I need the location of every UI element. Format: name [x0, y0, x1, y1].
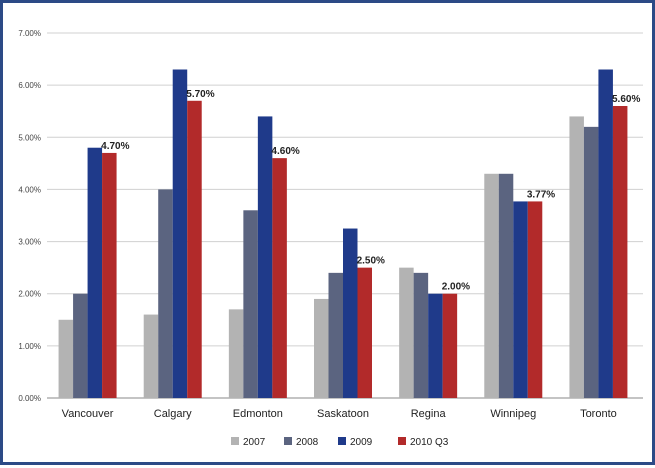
- bar: [272, 158, 287, 398]
- legend-label: 2008: [296, 437, 319, 448]
- legend-swatch: [284, 437, 292, 445]
- category-label: Regina: [411, 408, 447, 420]
- legend-swatch: [398, 437, 406, 445]
- category-label: Calgary: [154, 408, 192, 420]
- y-tick-label: 6.00%: [18, 81, 41, 90]
- y-tick-label: 5.00%: [18, 133, 41, 142]
- legend-label: 2009: [350, 437, 373, 448]
- bar: [187, 100, 202, 399]
- category-label: Saskatoon: [317, 408, 369, 420]
- data-label: 4.60%: [271, 146, 299, 157]
- bar: [399, 267, 414, 398]
- category-label: Toronto: [580, 408, 617, 420]
- bar: [612, 106, 628, 398]
- bar: [228, 309, 244, 398]
- bar-chart: 0.00% 1.00% 2.00% 3.00% 4.00% 5.00% 6.00% 7.00%…: [18, 29, 643, 448]
- bar: [257, 116, 273, 398]
- data-label: 4.70%: [101, 141, 129, 152]
- bar: [498, 173, 514, 398]
- data-label: 2.00%: [442, 282, 470, 293]
- bar: [314, 298, 329, 398]
- bar: [172, 69, 188, 398]
- y-tick-label: 7.00%: [18, 29, 41, 38]
- data-label: 3.77%: [527, 189, 555, 200]
- category-label: Winnipeg: [490, 408, 536, 420]
- legend-label: 2007: [243, 437, 266, 448]
- bar: [569, 116, 584, 398]
- bar: [343, 228, 358, 398]
- bar: [513, 201, 528, 398]
- bar: [527, 201, 543, 398]
- bar: [442, 293, 458, 398]
- y-tick-label: 3.00%: [18, 238, 41, 247]
- bar: [158, 189, 173, 398]
- category-label: Vancouver: [62, 408, 114, 420]
- bar: [413, 272, 429, 398]
- legend-label: 2010 Q3: [410, 437, 449, 448]
- bar: [87, 147, 103, 398]
- y-tick-label: 0.00%: [18, 394, 41, 403]
- bar: [598, 69, 613, 398]
- y-tick-label: 2.00%: [18, 290, 41, 299]
- y-tick-label: 1.00%: [18, 342, 41, 351]
- bar: [243, 210, 258, 398]
- bar: [328, 272, 343, 398]
- data-label: 5.60%: [612, 94, 640, 105]
- bar: [102, 152, 117, 398]
- bar: [58, 319, 74, 398]
- bar: [583, 126, 599, 398]
- bar: [428, 293, 443, 398]
- y-tick-label: 4.00%: [18, 185, 41, 194]
- legend-swatch: [338, 437, 346, 445]
- bar: [357, 267, 372, 398]
- bar: [484, 173, 499, 398]
- category-label: Edmonton: [233, 408, 283, 420]
- bar: [143, 314, 159, 398]
- bar: [73, 293, 88, 398]
- legend-swatch: [231, 437, 239, 445]
- data-label: 2.50%: [357, 256, 385, 267]
- data-label: 5.70%: [186, 89, 214, 100]
